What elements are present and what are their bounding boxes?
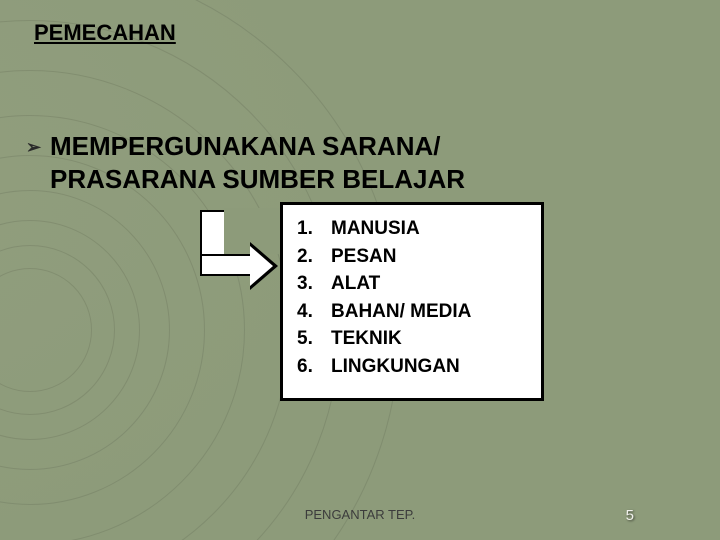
list-text: TEKNIK	[331, 325, 471, 353]
list-item: 2.PESAN	[297, 243, 471, 271]
list-table: 1.MANUSIA 2.PESAN 3.ALAT 4.BAHAN/ MEDIA …	[297, 215, 471, 380]
list-text: MANUSIA	[331, 215, 471, 243]
list-text: LINGKUNGAN	[331, 353, 471, 381]
list-num: 3.	[297, 270, 331, 298]
list-item: 6.LINGKUNGAN	[297, 353, 471, 381]
footer-text: PENGANTAR TEP.	[0, 507, 720, 522]
slide: PEMECAHAN ➢ MEMPERGUNAKANA SARANA/ PRASA…	[0, 0, 720, 540]
bullet-line1: MEMPERGUNAKANA SARANA/	[50, 131, 440, 161]
list-text: ALAT	[331, 270, 471, 298]
main-bullet: ➢ MEMPERGUNAKANA SARANA/ PRASARANA SUMBE…	[50, 130, 465, 195]
list-item: 1.MANUSIA	[297, 215, 471, 243]
list-item: 3.ALAT	[297, 270, 471, 298]
list-num: 4.	[297, 298, 331, 326]
chevron-icon: ➢	[26, 136, 41, 159]
list-text: BAHAN/ MEDIA	[331, 298, 471, 326]
list-text: PESAN	[331, 243, 471, 271]
slide-title: PEMECAHAN	[34, 20, 176, 46]
bullet-line2: PRASARANA SUMBER BELAJAR	[50, 164, 465, 194]
list-item: 4.BAHAN/ MEDIA	[297, 298, 471, 326]
list-num: 1.	[297, 215, 331, 243]
list-num: 5.	[297, 325, 331, 353]
bent-arrow-icon	[200, 210, 278, 294]
list-box: 1.MANUSIA 2.PESAN 3.ALAT 4.BAHAN/ MEDIA …	[280, 202, 544, 401]
list-item: 5.TEKNIK	[297, 325, 471, 353]
page-number: 5	[626, 507, 634, 524]
list-num: 2.	[297, 243, 331, 271]
list-num: 6.	[297, 353, 331, 381]
